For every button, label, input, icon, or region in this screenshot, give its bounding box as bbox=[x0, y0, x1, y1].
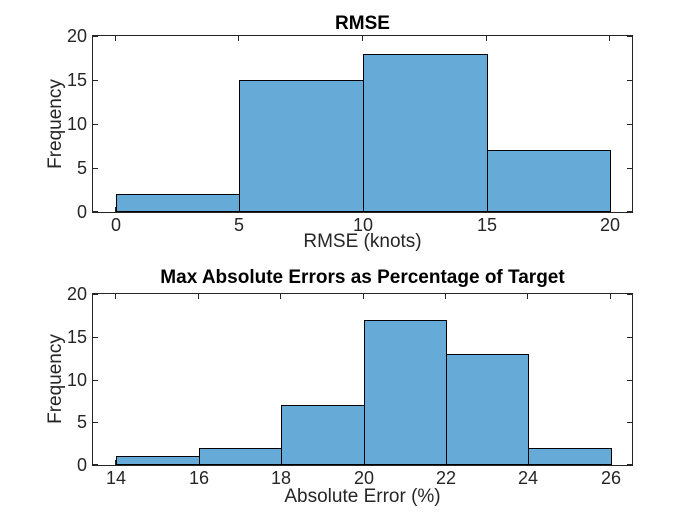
x-tick-mark bbox=[445, 294, 446, 299]
x-tick-mark bbox=[609, 36, 610, 41]
histogram-bar bbox=[364, 319, 447, 465]
y-tick-mark bbox=[627, 464, 632, 465]
x-axis-label-top: RMSE (knots) bbox=[303, 231, 422, 252]
x-tick-label: 0 bbox=[110, 215, 122, 235]
y-tick-mark bbox=[93, 80, 98, 81]
histogram-bar bbox=[239, 80, 364, 212]
histogram-bar bbox=[116, 194, 240, 212]
y-tick-mark bbox=[93, 294, 98, 295]
histogram-bar bbox=[487, 150, 611, 212]
x-tick-label: 18 bbox=[270, 468, 292, 488]
x-tick-mark bbox=[115, 36, 116, 41]
x-tick-mark bbox=[363, 294, 364, 299]
x-tick-label: 10 bbox=[352, 215, 374, 235]
x-tick-label: 24 bbox=[517, 468, 539, 488]
y-tick-mark bbox=[93, 36, 98, 37]
y-tick-mark bbox=[627, 211, 632, 212]
histogram-bar bbox=[363, 53, 488, 212]
plot-title-rmse: RMSE bbox=[335, 13, 390, 34]
x-tick-mark bbox=[486, 36, 487, 41]
plot-area-abs-error-histogram bbox=[92, 293, 633, 466]
y-tick-label: 20 bbox=[66, 26, 87, 46]
y-tick-label: 15 bbox=[66, 70, 87, 90]
x-tick-mark bbox=[527, 294, 528, 299]
y-tick-label: 5 bbox=[76, 412, 87, 432]
y-tick-label: 0 bbox=[76, 455, 87, 475]
y-tick-mark bbox=[627, 294, 632, 295]
plot-area-rmse-histogram bbox=[92, 35, 633, 213]
histogram-bar bbox=[446, 353, 529, 465]
y-tick-mark bbox=[627, 337, 632, 338]
histogram-bar bbox=[199, 447, 282, 465]
x-tick-label: 20 bbox=[353, 468, 375, 488]
x-tick-mark bbox=[280, 294, 281, 299]
x-tick-label: 14 bbox=[105, 468, 127, 488]
y-tick-label: 10 bbox=[66, 114, 87, 134]
x-tick-mark bbox=[238, 36, 239, 41]
y-tick-label: 0 bbox=[76, 202, 87, 222]
histogram-bar bbox=[528, 447, 612, 465]
histogram-bar bbox=[281, 405, 365, 465]
y-tick-label: 20 bbox=[66, 284, 87, 304]
plot-title-max-absolute-errors: Max Absolute Errors as Percentage of Tar… bbox=[160, 267, 565, 288]
y-tick-mark bbox=[627, 124, 632, 125]
x-tick-mark bbox=[610, 294, 611, 299]
x-tick-label: 5 bbox=[233, 215, 245, 235]
x-tick-mark bbox=[198, 294, 199, 299]
y-tick-mark bbox=[93, 124, 98, 125]
y-tick-mark bbox=[627, 36, 632, 37]
y-tick-mark bbox=[93, 380, 98, 381]
y-tick-label: 5 bbox=[76, 158, 87, 178]
x-axis-label-bottom: Absolute Error (%) bbox=[284, 486, 441, 507]
y-tick-mark bbox=[93, 464, 98, 465]
histogram-bar bbox=[116, 456, 200, 465]
y-tick-mark bbox=[627, 380, 632, 381]
x-tick-label: 26 bbox=[600, 468, 622, 488]
y-tick-mark bbox=[93, 337, 98, 338]
x-tick-mark bbox=[115, 207, 116, 212]
x-tick-mark bbox=[115, 294, 116, 299]
x-tick-label: 20 bbox=[599, 215, 621, 235]
x-tick-label: 22 bbox=[435, 468, 457, 488]
y-tick-mark bbox=[93, 422, 98, 423]
y-tick-mark bbox=[627, 168, 632, 169]
y-tick-label: 15 bbox=[66, 327, 87, 347]
y-tick-label: 10 bbox=[66, 370, 87, 390]
x-tick-label: 15 bbox=[476, 215, 498, 235]
x-tick-label: 16 bbox=[188, 468, 210, 488]
x-tick-mark bbox=[362, 36, 363, 41]
y-tick-mark bbox=[627, 80, 632, 81]
y-tick-mark bbox=[627, 422, 632, 423]
y-tick-mark bbox=[93, 211, 98, 212]
y-tick-mark bbox=[93, 168, 98, 169]
x-tick-mark bbox=[115, 460, 116, 465]
